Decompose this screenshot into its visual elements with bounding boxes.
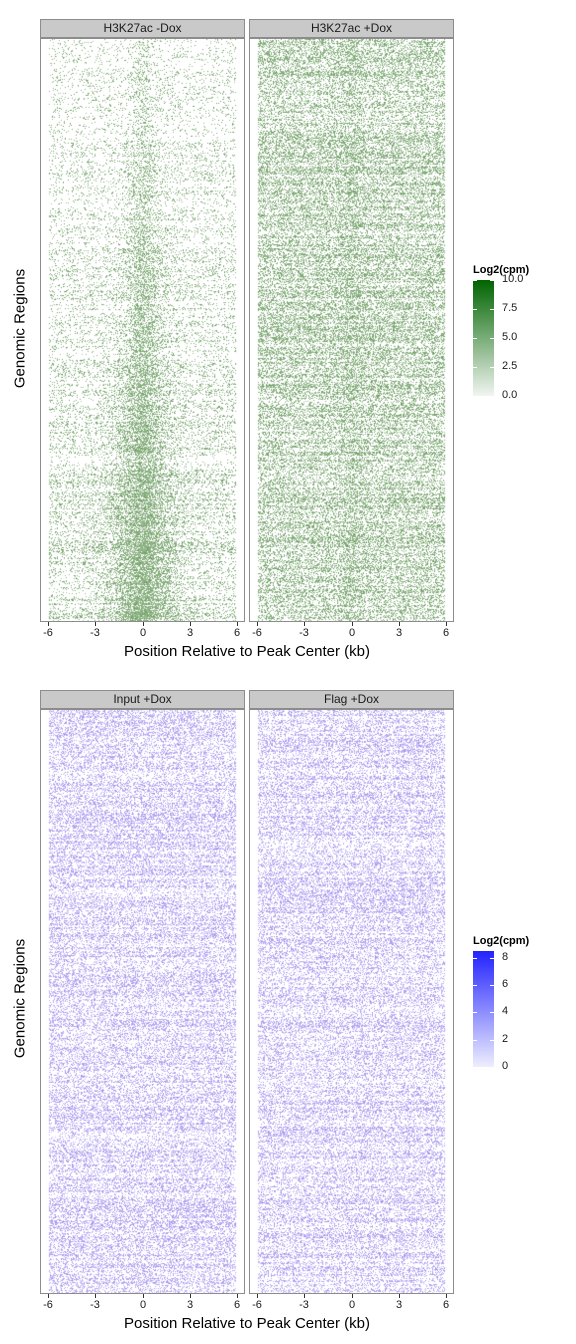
legend-break-label: 4 — [502, 1005, 509, 1017]
x-tick-label: 3 — [186, 627, 194, 639]
legend-break-label: 2.5 — [502, 360, 518, 372]
legend-break-label: 6 — [502, 978, 509, 990]
x-tick-label: 0 — [139, 1299, 147, 1311]
legend-colorbar — [473, 951, 494, 1067]
x-tick — [399, 1294, 400, 1298]
x-tick — [48, 622, 49, 626]
legend-break-label: 7.5 — [502, 302, 518, 314]
legend-title: Log2(cpm) — [473, 264, 530, 276]
legend-tick — [473, 338, 477, 339]
legend-title: Log2(cpm) — [473, 935, 530, 947]
x-tick — [304, 622, 305, 626]
heatmap-canvas — [41, 39, 244, 621]
legend-break-label: 0 — [502, 1060, 509, 1072]
legend-tick — [490, 367, 494, 368]
x-tick-label: -3 — [90, 627, 100, 639]
x-tick-label: -3 — [299, 627, 309, 639]
x-axis-label: Position Relative to Peak Center (kb) — [124, 1315, 370, 1332]
x-tick — [257, 1294, 258, 1298]
legend-tick — [490, 985, 494, 986]
legend-tick — [490, 309, 494, 310]
x-tick — [237, 622, 238, 626]
panel-strip-input-plus-dox: Input +Dox — [40, 690, 245, 709]
x-tick — [95, 1294, 96, 1298]
legend-tick — [473, 1067, 477, 1068]
x-tick — [143, 1294, 144, 1298]
panel-strip-flag-plus-dox: Flag +Dox — [249, 690, 454, 709]
x-tick — [95, 622, 96, 626]
x-tick-label: 3 — [395, 627, 403, 639]
x-tick — [190, 1294, 191, 1298]
x-tick — [446, 622, 447, 626]
x-tick-label: -3 — [90, 1299, 100, 1311]
x-tick-label: 0 — [348, 627, 356, 639]
x-tick-label: 3 — [186, 1299, 194, 1311]
heatmap-canvas — [250, 710, 453, 1293]
x-tick — [352, 622, 353, 626]
heatmap-panel-h3k27ac-minus-dox — [40, 38, 245, 622]
x-tick-label: 6 — [233, 627, 241, 639]
x-tick-label: -6 — [43, 627, 53, 639]
legend-tick — [473, 309, 477, 310]
legend-tick — [490, 1040, 494, 1041]
legend-tick — [490, 280, 494, 281]
x-tick-label: -3 — [299, 1299, 309, 1311]
legend-break-label: 0.0 — [502, 389, 518, 401]
legend-tick — [490, 396, 494, 397]
x-tick — [352, 1294, 353, 1298]
x-tick-label: 0 — [348, 1299, 356, 1311]
x-tick-label: 3 — [395, 1299, 403, 1311]
legend-tick — [473, 367, 477, 368]
heatmap-panel-input-plus-dox — [40, 709, 245, 1294]
legend-tick — [473, 958, 477, 959]
x-axis-label: Position Relative to Peak Center (kb) — [124, 643, 370, 660]
legend-tick — [473, 985, 477, 986]
legend-tick — [490, 338, 494, 339]
legend-tick — [490, 1012, 494, 1013]
y-axis-label: Genomic Regions — [11, 938, 29, 1059]
legend-break-label: 5.0 — [502, 331, 518, 343]
y-axis-label: Genomic Regions — [11, 268, 29, 389]
x-tick — [237, 1294, 238, 1298]
heatmap-canvas — [250, 39, 453, 621]
x-tick — [399, 622, 400, 626]
legend-tick — [490, 958, 494, 959]
x-tick-label: -6 — [43, 1299, 53, 1311]
heatmap-panel-h3k27ac-plus-dox — [249, 38, 454, 622]
legend-colorbar — [473, 280, 494, 396]
legend-tick — [473, 1040, 477, 1041]
legend-break-label: 2 — [502, 1033, 509, 1045]
legend-break-label: 10.0 — [502, 273, 524, 285]
x-tick — [143, 622, 144, 626]
x-tick — [304, 1294, 305, 1298]
legend-tick — [490, 1067, 494, 1068]
x-tick-label: 0 — [139, 627, 147, 639]
legend-tick — [473, 280, 477, 281]
legend-tick — [473, 396, 477, 397]
x-tick — [446, 1294, 447, 1298]
heatmap-canvas — [41, 710, 244, 1293]
panel-strip-h3k27ac-minus-dox: H3K27ac -Dox — [40, 19, 245, 38]
legend-tick — [473, 1012, 477, 1013]
panel-strip-h3k27ac-plus-dox: H3K27ac +Dox — [249, 19, 454, 38]
legend-break-label: 8 — [502, 951, 509, 963]
x-tick-label: -6 — [252, 1299, 262, 1311]
x-tick-label: 6 — [442, 627, 450, 639]
x-tick — [48, 1294, 49, 1298]
x-tick-label: -6 — [252, 627, 262, 639]
x-tick — [190, 622, 191, 626]
x-tick-label: 6 — [442, 1299, 450, 1311]
x-tick-label: 6 — [233, 1299, 241, 1311]
heatmap-panel-flag-plus-dox — [249, 709, 454, 1294]
x-tick — [257, 622, 258, 626]
